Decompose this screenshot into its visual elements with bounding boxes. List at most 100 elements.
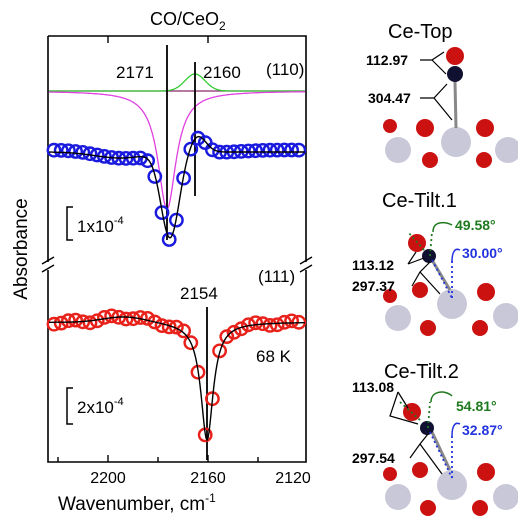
data-point	[226, 324, 242, 340]
x-axis-ticks	[57, 36, 259, 462]
angle-guide-blue	[431, 258, 453, 299]
data-point	[68, 144, 84, 159]
data-point	[154, 205, 170, 221]
panel-label-111: (111)	[258, 267, 295, 286]
data-point	[61, 143, 76, 159]
data-point	[269, 142, 285, 158]
panel-label-110: (110)	[266, 60, 304, 79]
data-point	[147, 169, 163, 184]
angle-blue: 32.87°	[462, 422, 503, 438]
peak-label-2160: 2160	[203, 63, 241, 82]
angle-guide-green	[407, 231, 433, 257]
temperature-label: 68 K	[256, 347, 292, 366]
surface-atoms	[383, 119, 518, 168]
x-tick-label: 2200	[90, 470, 126, 487]
carbon-atom	[422, 249, 436, 263]
bond-marker-ce	[409, 433, 443, 475]
data-point	[233, 321, 249, 337]
surface-atoms	[383, 462, 518, 516]
structure-ce-tilt-1: Ce-Tilt.1 49.58° 30.00° 113.12 297.37	[352, 190, 518, 336]
data-point	[46, 142, 62, 158]
fit-curve-111	[48, 316, 305, 442]
scale-bar-110	[66, 206, 73, 241]
data-point	[168, 319, 184, 335]
data-point	[183, 141, 199, 157]
data-point	[68, 312, 84, 328]
bond-marker-co	[389, 391, 419, 425]
data-point	[53, 315, 69, 331]
data-point	[176, 323, 192, 339]
data-point	[269, 317, 285, 333]
x-tick-label: 2120	[275, 470, 311, 487]
data-point	[140, 153, 156, 169]
angle-green: 49.58°	[455, 217, 496, 233]
angle-guide-green	[399, 401, 431, 429]
angle-green: 54.81°	[456, 398, 497, 414]
scale-label-110: 1x10-4	[77, 215, 124, 236]
spectra-panel: CO/CeO2 2200 2160 2120 Wavenumber, cm-1 …	[11, 9, 313, 515]
y-axis-label: Absorbance	[11, 198, 32, 299]
data-point	[204, 142, 220, 158]
scale-bar-111	[66, 387, 73, 425]
data-point	[291, 142, 307, 158]
data-point	[147, 314, 163, 330]
data-point	[262, 142, 278, 158]
data-point	[284, 313, 299, 329]
bond-ce-c	[430, 431, 452, 471]
magenta-component-curve	[49, 91, 306, 210]
x-axis-label: Wavenumber, cm-1	[58, 491, 216, 515]
data-point	[219, 329, 235, 344]
data-point	[104, 308, 120, 324]
axis-break-left	[41, 256, 55, 273]
x-tick-label: 2160	[190, 470, 226, 487]
bond-length-co: 113.12	[352, 257, 394, 273]
data-point	[61, 313, 76, 329]
structure-title-ce-tilt-1: Ce-Tilt.1	[382, 190, 457, 212]
scale-label-111: 2x10-4	[77, 396, 124, 417]
data-point	[82, 315, 98, 331]
bond-length-ce: 297.37	[352, 278, 395, 294]
axis-break-right	[299, 256, 313, 273]
data-point	[190, 130, 206, 146]
bond-length-ce: 304.47	[368, 90, 411, 106]
data-point	[168, 212, 184, 228]
structure-title-ce-tilt-2: Ce-Tilt.2	[384, 361, 459, 383]
data-point	[53, 142, 69, 158]
data-point	[161, 319, 177, 335]
blue-data-markers	[46, 130, 307, 247]
data-point	[75, 144, 91, 160]
data-point	[284, 142, 299, 158]
bond-length-co: 112.97	[366, 52, 408, 68]
bond-marker-co	[407, 251, 425, 265]
bond-marker-co	[420, 51, 447, 75]
angle-arc-blue	[451, 248, 461, 263]
data-point	[248, 315, 264, 331]
data-point	[262, 317, 278, 333]
structure-title-ce-top: Ce-Top	[388, 21, 452, 43]
bond-marker-ce	[411, 261, 441, 295]
angle-arc-blue	[451, 422, 461, 437]
data-point	[276, 142, 292, 158]
bond-length-co: 113.08	[352, 379, 394, 395]
structure-ce-top: Ce-Top 112.97 304.47	[366, 21, 518, 168]
oxygen-atom	[446, 47, 464, 65]
peak-label-2154: 2154	[180, 284, 218, 303]
surface-atoms	[383, 282, 518, 336]
figure-title: CO/CeO2	[150, 9, 226, 33]
bond-marker-ce	[420, 83, 453, 121]
green-component-curve	[49, 73, 305, 92]
data-point	[176, 170, 192, 186]
data-point	[118, 311, 134, 327]
carbon-atom	[447, 66, 463, 82]
fit-curve-110	[49, 135, 305, 239]
angle-guide-blue	[429, 431, 453, 479]
oxygen-atom	[408, 234, 426, 252]
data-point	[212, 343, 228, 359]
data-point	[161, 232, 177, 247]
data-point	[255, 142, 271, 158]
angle-arc-green	[430, 391, 453, 403]
data-point	[248, 143, 264, 159]
angle-arc-green	[432, 221, 453, 233]
structure-ce-tilt-2: Ce-Tilt.2 54.81° 32.87° 113.08 297.54	[352, 361, 518, 516]
